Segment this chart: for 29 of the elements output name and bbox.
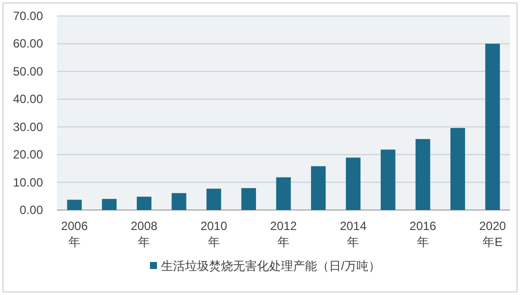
x-tick-label: 2010年 — [200, 219, 228, 249]
x-tick-label: 2012年 — [270, 219, 298, 249]
x-tick-label: 2006年 — [61, 219, 88, 249]
bar — [416, 139, 430, 210]
x-tick-label: 2016年 — [410, 219, 437, 249]
bar — [485, 44, 500, 210]
y-tick-label: 20.00 — [12, 148, 44, 162]
y-tick-label: 30.00 — [12, 120, 44, 134]
y-tick-label: 70.00 — [12, 9, 44, 23]
bar — [67, 200, 82, 210]
bar — [311, 166, 326, 210]
legend: 生活垃圾焚烧无害化处理产能（日/万吨） — [150, 259, 380, 273]
bar — [102, 198, 117, 210]
x-tick-label: 2008年 — [130, 219, 158, 249]
bar — [380, 150, 396, 210]
bar — [172, 193, 186, 210]
bar — [450, 128, 466, 210]
y-tick-label: 0.00 — [20, 203, 44, 217]
y-tick-label: 60.00 — [12, 36, 44, 51]
y-tick-label: 40.00 — [12, 92, 44, 106]
bar — [346, 158, 361, 210]
bar — [276, 177, 291, 210]
x-tick-label: 2014年 — [340, 219, 367, 249]
bar — [136, 196, 152, 210]
y-tick-label: 10.00 — [12, 175, 44, 190]
bar — [241, 188, 256, 210]
y-tick-label: 50.00 — [12, 64, 44, 78]
bar — [206, 188, 222, 210]
x-tick-label: 2020年E — [479, 219, 506, 249]
